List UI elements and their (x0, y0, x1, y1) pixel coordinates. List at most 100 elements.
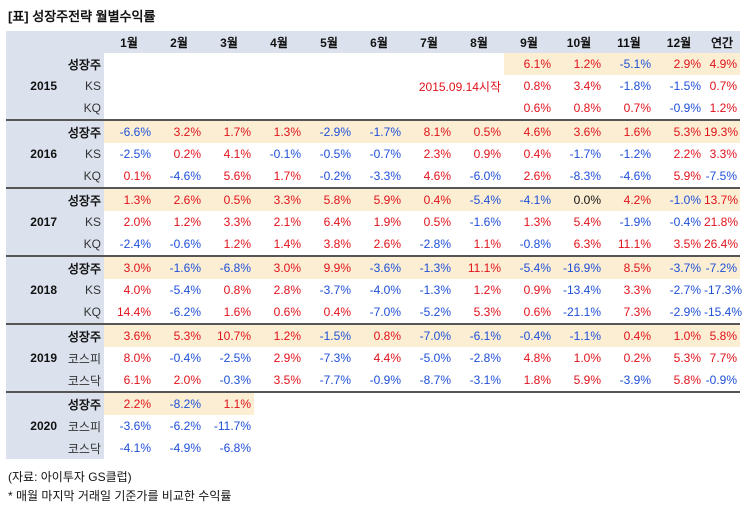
empty-cell (404, 437, 454, 459)
value-cell: 0.2% (173, 147, 201, 161)
empty-cell (454, 437, 504, 459)
row-label: KQ (60, 301, 104, 324)
value-cell: -1.3% (404, 255, 454, 279)
value-cell: 2.8% (273, 283, 301, 297)
value-cell: -1.6% (154, 255, 204, 279)
value-cell: 4.6% (504, 119, 554, 143)
value-cell: -2.8% (419, 237, 451, 251)
empty-cell (404, 391, 454, 415)
value-cell: -0.4% (669, 215, 701, 229)
value-cell: -3.3% (369, 169, 401, 183)
value-cell: 0.0% (554, 187, 604, 211)
value-cell: -1.0% (654, 187, 704, 211)
value-cell: 6.1% (123, 373, 151, 387)
value-cell: 3.6% (554, 119, 604, 143)
value-cell: -2.8% (469, 351, 501, 365)
value-cell: 4.1% (223, 147, 251, 161)
value-cell: 5.8% (704, 323, 740, 347)
value-cell: -6.2% (169, 419, 201, 433)
empty-cell (704, 437, 740, 459)
table-row: 2020 성장주 2.2% -8.2% 1.1% (6, 391, 740, 459)
empty-cell (104, 53, 154, 75)
value-cell: 5.6% (223, 169, 251, 183)
value-cell: 5.9% (354, 187, 404, 211)
value-cell: -3.6% (119, 419, 151, 433)
column-header: 5월 (304, 31, 354, 53)
value-cell: -8.2% (154, 391, 204, 415)
value-cell: 3.4% (573, 79, 601, 93)
value-cell: 1.7% (204, 119, 254, 143)
value-cell: 3.3% (223, 215, 251, 229)
empty-cell (554, 437, 604, 459)
value-cell: 4.2% (604, 187, 654, 211)
value-cell: -6.8% (204, 255, 254, 279)
value-cell: 1.3% (523, 215, 551, 229)
value-cell: 3.5% (673, 237, 701, 251)
value-cell: 1.3% (254, 119, 304, 143)
column-header: 2월 (154, 31, 204, 53)
value-cell: 0.8% (573, 101, 601, 115)
footnote: * 매월 마지막 거래일 기준가를 비교한 수익률 (8, 489, 232, 503)
value-cell: 7.3% (623, 305, 651, 319)
row-label: KS (60, 143, 104, 165)
value-cell: -0.4% (504, 323, 554, 347)
empty-cell (304, 415, 354, 437)
empty-cell (254, 391, 304, 415)
value-cell: 1.7% (273, 169, 301, 183)
empty-cell (304, 53, 354, 75)
value-cell: 3.6% (104, 323, 154, 347)
value-cell: -6.6% (104, 119, 154, 143)
value-cell: -0.4% (169, 351, 201, 365)
value-cell: -6.1% (454, 323, 504, 347)
value-cell: 1.4% (273, 237, 301, 251)
value-cell: 5.3% (154, 323, 204, 347)
empty-cell (454, 97, 504, 120)
value-cell: -7.0% (369, 305, 401, 319)
empty-cell (504, 437, 554, 459)
value-cell: 26.4% (704, 237, 739, 251)
value-cell: -3.1% (469, 373, 501, 387)
value-cell: 1.2% (473, 283, 501, 297)
value-cell: 0.8% (223, 283, 251, 297)
source-note: (자료: 아이투자 GS클럽) (8, 470, 132, 484)
empty-cell (204, 97, 254, 120)
value-cell: 19.3% (704, 119, 740, 143)
year-cell: 2018 (6, 255, 60, 324)
table-row: 2016 성장주 -6.6% 3.2% 1.7% 1.3% -2.9% -1.7% 8.1% 0.… (6, 119, 740, 188)
value-cell: -6.8% (219, 441, 251, 455)
value-cell: 0.4% (604, 323, 654, 347)
value-cell: -1.7% (569, 147, 601, 161)
value-cell: -1.5% (304, 323, 354, 347)
value-cell: -1.5% (669, 79, 701, 93)
value-cell: -3.6% (354, 255, 404, 279)
value-cell: 2.6% (373, 237, 401, 251)
value-cell: 5.3% (473, 305, 501, 319)
empty-cell (104, 97, 154, 120)
empty-cell (354, 53, 404, 75)
value-cell: -0.9% (369, 373, 401, 387)
value-cell: 6.3% (573, 237, 601, 251)
value-cell: 9.9% (304, 255, 354, 279)
value-cell: -2.9% (669, 305, 701, 319)
value-cell: 0.7% (709, 79, 737, 93)
value-cell: 5.9% (573, 373, 601, 387)
table-row: KS 2.0% 1.2% 3.3% 2.1% 6.4% 1.9% 0.5% -1.6% 1.3% 5… (6, 211, 740, 233)
table-row: KS -2.5% 0.2% 4.1% -0.1% -0.5% -0.7% 2.3% 0.9% 0.… (6, 143, 740, 165)
value-cell: 0.6% (523, 305, 551, 319)
value-cell: 1.0% (654, 323, 704, 347)
value-cell: 6.4% (323, 215, 351, 229)
value-cell: 0.8% (523, 79, 551, 93)
start-date-note: 2015.09.14시작 (418, 79, 501, 94)
value-cell: 1.0% (573, 351, 601, 365)
table-row: KQ -2.4% -0.6% 1.2% 1.4% 3.8% 2.6% -2.8% 1.1% -0.… (6, 233, 740, 256)
empty-cell (454, 415, 504, 437)
value-cell: -2.5% (119, 147, 151, 161)
empty-cell (204, 53, 254, 75)
value-cell: 3.3% (623, 283, 651, 297)
year-cell: 2017 (6, 187, 60, 256)
value-cell: 3.8% (323, 237, 351, 251)
value-cell: 1.2% (254, 323, 304, 347)
value-cell: 2.3% (423, 147, 451, 161)
value-cell: -15.4% (704, 305, 743, 319)
empty-cell (654, 437, 704, 459)
